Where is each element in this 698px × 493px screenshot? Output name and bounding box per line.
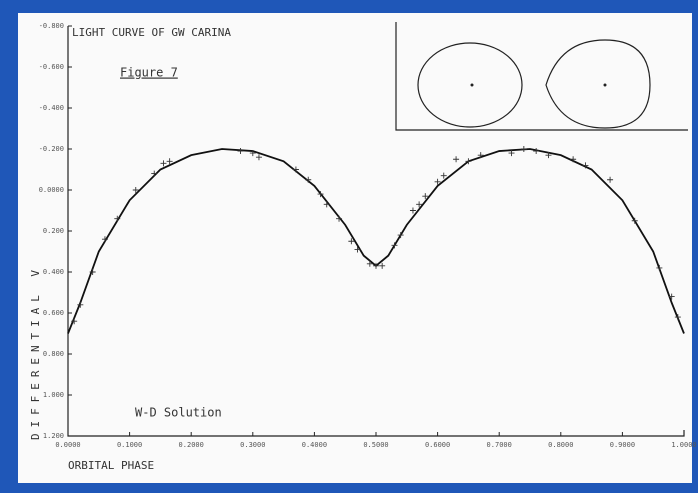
scan-page <box>18 13 692 483</box>
observation <box>545 152 552 159</box>
x-tick-label: 1.0000 <box>671 441 696 449</box>
figure-label: Figure 7 <box>120 66 178 80</box>
observation <box>656 264 663 271</box>
observation <box>101 236 108 243</box>
observation <box>533 148 540 155</box>
y-tick-label: 0.800 <box>43 350 64 358</box>
observation <box>77 301 84 308</box>
observation <box>317 191 324 198</box>
observation <box>465 158 472 165</box>
x-tick-label: 0.3000 <box>240 441 265 449</box>
observation <box>166 158 173 165</box>
observation <box>151 170 158 177</box>
observation <box>477 152 484 159</box>
observation <box>434 178 441 185</box>
x-tick-label: 0.0000 <box>55 441 80 449</box>
x-tick-label: 0.4000 <box>302 441 327 449</box>
observation <box>348 238 355 245</box>
primary-star <box>417 42 523 128</box>
x-tick-label: 0.7000 <box>487 441 512 449</box>
observation <box>354 246 361 253</box>
observation <box>373 262 379 269</box>
observation <box>292 166 299 173</box>
observation <box>255 154 262 161</box>
x-axis-label: ORBITAL PHASE <box>68 459 154 472</box>
observation <box>668 293 675 300</box>
observation <box>336 215 343 222</box>
inset-frame <box>395 22 688 131</box>
observation <box>397 232 404 239</box>
observation <box>520 146 527 152</box>
y-tick-label: -0.400 <box>39 104 64 112</box>
observation <box>416 201 423 208</box>
x-tick-label: 0.5000 <box>363 441 388 449</box>
primary-center <box>470 83 474 87</box>
secondary-center <box>603 83 607 87</box>
annotation: W-D Solution <box>135 406 222 420</box>
observation <box>249 150 256 157</box>
observation <box>607 176 614 183</box>
observation <box>631 217 638 224</box>
y-tick-label: 0.200 <box>43 227 64 235</box>
observation <box>71 318 78 325</box>
observation <box>674 314 681 321</box>
observation <box>453 156 460 163</box>
observation <box>582 162 589 169</box>
y-tick-label: 0.600 <box>43 309 64 317</box>
observation <box>391 242 398 249</box>
observation <box>305 176 312 183</box>
observation <box>323 201 330 208</box>
y-tick-label: 0.400 <box>43 268 64 276</box>
x-tick-label: 0.9000 <box>610 441 635 449</box>
observation <box>409 207 416 214</box>
y-tick-label: 1.000 <box>43 391 64 399</box>
x-tick-label: 0.2000 <box>179 441 204 449</box>
observation <box>132 187 139 193</box>
x-tick-label: 0.1000 <box>117 441 142 449</box>
observation <box>114 215 121 222</box>
observation <box>440 172 447 179</box>
observation <box>89 269 96 275</box>
observation <box>237 148 244 155</box>
y-tick-label: 1.200 <box>43 432 64 440</box>
observation <box>570 156 577 163</box>
x-tick-label: 0.6000 <box>425 441 450 449</box>
y-tick-label: -0.200 <box>39 145 64 153</box>
observation <box>422 193 429 200</box>
y-tick-label: -0.600 <box>39 63 64 71</box>
observation <box>379 262 386 269</box>
inset-diagram <box>395 22 688 131</box>
secondary-star <box>545 39 651 129</box>
observation <box>160 160 167 167</box>
observation <box>508 150 515 157</box>
chart-title: LIGHT CURVE OF GW CARINA <box>72 26 231 39</box>
observation <box>366 260 373 267</box>
y-tick-label: -0.800 <box>39 22 64 30</box>
x-tick-label: 0.8000 <box>548 441 573 449</box>
y-tick-label: 0.0000 <box>39 186 64 194</box>
